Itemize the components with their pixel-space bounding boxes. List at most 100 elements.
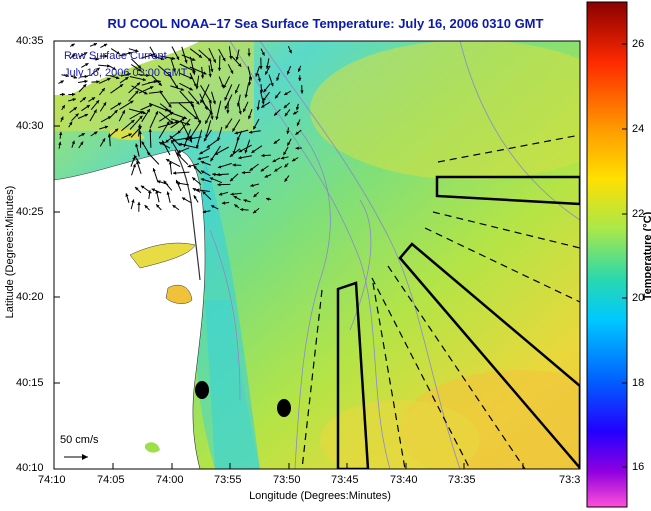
current-vector-head	[251, 149, 255, 153]
current-vector-head	[209, 177, 214, 181]
current-vector-head	[276, 77, 280, 81]
scale-label: 50 cm/s	[60, 434, 99, 446]
current-vector-head	[261, 101, 265, 105]
current-vector-head	[85, 63, 89, 67]
current-vector-head	[160, 56, 165, 61]
current-vector-head	[284, 164, 288, 168]
current-vector-head	[159, 142, 163, 146]
current-vector-head	[222, 57, 226, 62]
current-vector-head	[230, 192, 234, 196]
current-vector-head	[132, 163, 136, 168]
current-vector-head	[103, 43, 108, 47]
current-vector-head	[65, 74, 69, 78]
current-vector-head	[131, 199, 135, 203]
current-vector-head	[260, 168, 265, 172]
current-vector-head	[155, 111, 159, 115]
xtick-label: 73:40	[390, 474, 418, 486]
current-vector-head	[137, 65, 142, 69]
current-vector-head	[172, 205, 176, 209]
current-vector-head	[148, 190, 152, 194]
current-vector-head	[230, 70, 234, 74]
current-vector-head	[93, 43, 97, 47]
current-vector-head	[232, 128, 236, 132]
current-vector-head	[191, 57, 196, 61]
current-vector-head	[176, 56, 180, 60]
current-vector-head	[144, 91, 148, 95]
ytick-label: 40:30	[16, 120, 44, 132]
xtick-label: 74:05	[97, 474, 125, 486]
current-vector	[200, 84, 212, 104]
current-vector-head	[200, 75, 205, 79]
current-vector	[159, 91, 172, 108]
current-vector-head	[116, 51, 120, 55]
current-vector-head	[81, 133, 85, 137]
current-vector-head	[107, 77, 111, 81]
current-vector-head	[135, 143, 139, 147]
colorbar-tick-label: 18	[632, 377, 645, 389]
current-vector-head	[96, 80, 100, 84]
current-vector-head	[217, 165, 222, 169]
current-vector-head	[131, 119, 135, 124]
current-vector-head	[259, 89, 264, 93]
current-vector	[158, 121, 179, 128]
current-vector	[149, 110, 159, 129]
current-vector-head	[73, 75, 77, 79]
current-vector-head	[91, 97, 96, 101]
current-vector-head	[168, 109, 172, 113]
current-vector-head	[103, 102, 107, 106]
current-vector-head	[193, 165, 197, 170]
current-vector-head	[283, 104, 288, 109]
current-vector-head	[296, 122, 300, 126]
current-vector-head	[295, 106, 300, 111]
current-vector-head	[71, 140, 75, 145]
current-vector-head	[210, 157, 214, 162]
current-vector-head	[240, 208, 244, 212]
current-vector-head	[186, 122, 191, 126]
current-vector-head	[175, 179, 179, 184]
current-vector-head	[115, 76, 120, 80]
current-vector-head	[189, 139, 192, 143]
current-vector-head	[146, 109, 150, 113]
current-vector-head	[217, 67, 222, 71]
current-vector-head	[69, 121, 73, 126]
current-vector-head	[170, 120, 174, 124]
current-vector-head	[181, 118, 185, 122]
current-vector-head	[202, 191, 206, 195]
current-vector-head	[166, 121, 170, 125]
current-vector-head	[156, 204, 160, 208]
current-vector	[169, 102, 194, 104]
current-vector-head	[61, 92, 65, 96]
current-vector-head	[71, 43, 75, 47]
current-vector-head	[140, 185, 145, 189]
current-vector-head	[220, 84, 225, 88]
current-vector	[200, 84, 210, 104]
current-vector-head	[104, 125, 109, 129]
current-vector-head	[71, 54, 76, 58]
current-vector-head	[238, 63, 242, 67]
current-vector-head	[196, 101, 200, 105]
ytick-label: 40:10	[16, 462, 44, 474]
current-vector	[196, 129, 203, 149]
current-vector-head	[138, 130, 142, 135]
current-vector-head	[265, 71, 269, 75]
current-vector-head	[184, 59, 188, 64]
current-vector-head	[61, 105, 65, 109]
current-vector-head	[84, 79, 88, 84]
current-vector-head	[144, 205, 148, 209]
current-vector-head	[238, 149, 243, 153]
current-vector-head	[114, 110, 118, 114]
current-vector-head	[297, 68, 301, 72]
current-vector-head	[95, 57, 99, 61]
map-title: RU COOL NOAA–17 Sea Surface Temperature:…	[107, 16, 544, 31]
current-vector-head	[166, 159, 170, 163]
current-vector-head	[135, 90, 139, 94]
current-vector-head	[176, 152, 180, 157]
current-vector	[164, 130, 182, 143]
current-vector-head	[223, 84, 227, 89]
current-vector-head	[229, 56, 233, 60]
current-vector-head	[84, 74, 88, 79]
current-vector-head	[133, 155, 137, 159]
current-vector-head	[202, 210, 206, 214]
current-vector-head	[60, 116, 64, 121]
current-vector-head	[203, 138, 207, 142]
